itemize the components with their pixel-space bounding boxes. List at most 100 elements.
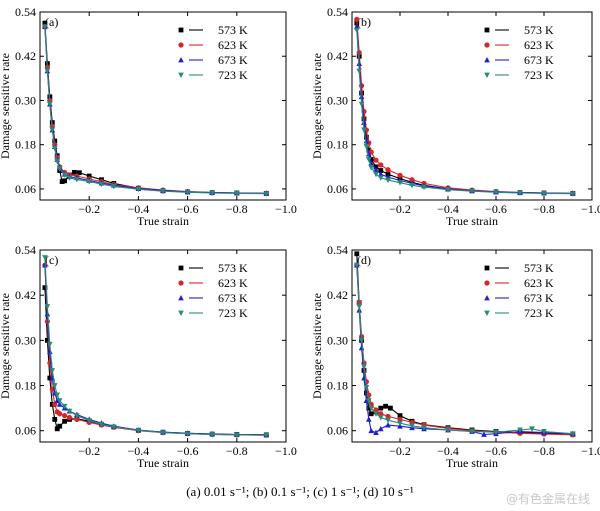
data-point (378, 425, 384, 432)
x-tick-label: −0.6 (177, 444, 199, 458)
legend-label: 673 K (524, 53, 554, 67)
data-point (517, 190, 523, 196)
data-point (385, 177, 391, 184)
legend-marker (484, 57, 490, 63)
data-point (364, 390, 369, 396)
legend-entry: 723 K (178, 68, 248, 82)
data-point (421, 425, 427, 431)
data-point (86, 179, 92, 185)
data-point (47, 341, 53, 348)
data-point (373, 171, 379, 178)
data-point (56, 398, 63, 404)
data-point (373, 407, 379, 413)
data-point (361, 127, 367, 133)
data-point (111, 424, 117, 430)
legend-marker (484, 310, 490, 316)
x-tick-label: −0.8 (226, 444, 248, 458)
legend-label: 723 K (524, 306, 554, 320)
panel-label: (d) (357, 253, 371, 267)
y-axis-title: Damage sensitive rate (310, 53, 324, 159)
x-tick-label: −0.8 (533, 202, 555, 216)
data-point (378, 168, 384, 173)
data-point (366, 150, 372, 157)
data-point (57, 423, 63, 429)
legend-entry: 573 K (178, 261, 248, 275)
x-tick-label: −0.2 (389, 202, 411, 216)
legend-entry: 623 K (178, 38, 248, 52)
plot-frame (351, 249, 593, 443)
data-point (62, 178, 67, 184)
legend-label: 573 K (524, 23, 554, 37)
plot-frame (39, 11, 287, 201)
legend-marker (178, 42, 184, 48)
data-point (358, 93, 365, 100)
data-point (49, 368, 56, 374)
chart-panel-1: −0.2 −0.4 −0.6 −0.8 −1.0 0.06 0.18 0.30 0.42 0.54… (0, 5, 297, 228)
y-tick-label: 0.06 (15, 424, 36, 438)
y-tick-label: 0.54 (15, 5, 36, 19)
data-point (354, 251, 360, 257)
data-point (469, 188, 475, 195)
data-point (74, 413, 80, 419)
legend-marker (178, 295, 184, 301)
data-point (66, 408, 73, 415)
x-tick-label: −0.4 (128, 444, 150, 458)
panel-label: (b) (357, 15, 371, 29)
legend-label: 623 K (218, 276, 248, 290)
data-point (44, 68, 51, 74)
legend-marker (178, 57, 184, 63)
plot-frame (39, 249, 287, 443)
data-point (234, 190, 240, 197)
series-723-k (354, 262, 576, 437)
legend-marker (484, 280, 490, 286)
data-point (368, 411, 374, 417)
data-point (397, 416, 403, 423)
x-tick-label: −0.2 (78, 202, 100, 216)
data-point (366, 147, 372, 153)
data-point (469, 429, 475, 435)
data-point (373, 157, 379, 163)
data-point (570, 431, 576, 437)
data-point (397, 420, 403, 427)
legend-marker (484, 42, 490, 48)
data-point (378, 171, 384, 177)
y-tick-label: 0.06 (327, 424, 348, 438)
data-point (76, 170, 82, 176)
data-point (397, 180, 403, 186)
legend-label: 623 K (524, 276, 554, 290)
chart-panel-3: −0.2 −0.4 −0.6 −0.8 −1.0 0.06 0.18 0.30 0.42 0.54… (0, 243, 297, 470)
data-point (54, 158, 61, 165)
legend-entry: 623 K (484, 276, 554, 290)
data-point (366, 157, 372, 163)
data-point (135, 186, 142, 193)
data-point (541, 190, 547, 197)
panel-label: (c) (45, 253, 58, 267)
x-tick-label: −1.0 (275, 444, 297, 458)
x-tick-label: −0.8 (226, 202, 248, 216)
data-point (354, 262, 360, 269)
legend-marker (484, 295, 490, 301)
y-tick-label: 0.18 (15, 379, 36, 393)
series-line (356, 265, 573, 436)
legend-marker (178, 72, 184, 78)
x-tick-label: −1.0 (581, 444, 600, 458)
data-point (363, 138, 370, 144)
figure-caption: (a) 0.01 s⁻¹; (b) 0.1 s⁻¹; (c) 1 s⁻¹; (d… (186, 484, 414, 499)
data-point (62, 418, 67, 424)
data-point (354, 23, 360, 30)
data-point (361, 364, 367, 370)
data-point (98, 181, 105, 188)
y-tick-label: 0.42 (15, 288, 36, 302)
legend-marker (178, 310, 184, 316)
data-point (62, 413, 68, 419)
data-point (52, 417, 58, 422)
data-point (363, 385, 370, 391)
legend-entry: 573 K (484, 23, 554, 37)
data-point (363, 144, 370, 150)
data-point (385, 417, 391, 424)
data-point (49, 127, 56, 133)
x-axis-title: True strain (137, 456, 189, 470)
data-point (529, 426, 535, 432)
data-point (378, 411, 384, 417)
legend-entry: 723 K (484, 68, 554, 82)
